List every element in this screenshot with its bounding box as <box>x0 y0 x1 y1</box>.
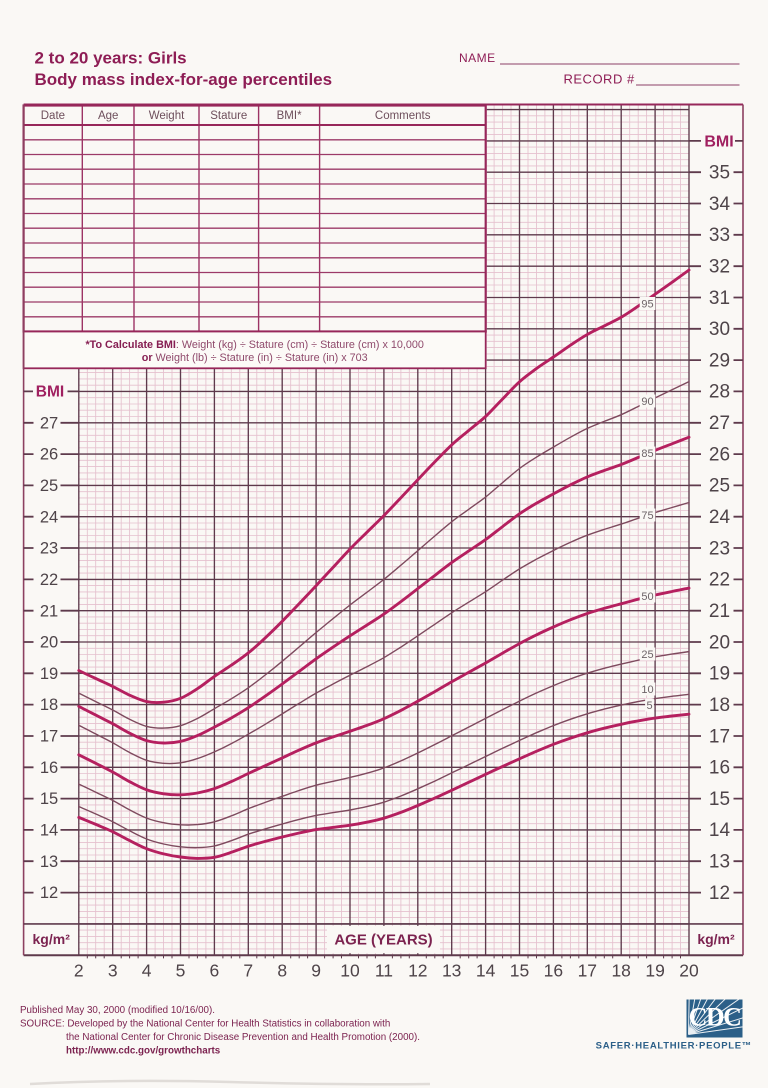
svg-text:26: 26 <box>709 444 730 465</box>
svg-text:19: 19 <box>709 664 730 685</box>
svg-text:18: 18 <box>611 961 630 981</box>
svg-text:30: 30 <box>709 319 730 340</box>
svg-text:Comments: Comments <box>375 110 431 122</box>
svg-text:Published May 30, 2000 (modifi: Published May 30, 2000 (modified 10/16/0… <box>20 1005 215 1016</box>
svg-text:20: 20 <box>679 961 699 981</box>
svg-text:http://www.cdc.gov/growthchart: http://www.cdc.gov/growthcharts <box>66 1046 221 1057</box>
svg-text:14: 14 <box>709 820 731 841</box>
svg-text:BMI: BMI <box>36 383 64 400</box>
svg-text:AGE (YEARS): AGE (YEARS) <box>334 932 432 949</box>
svg-text:8: 8 <box>277 961 287 981</box>
svg-text:18: 18 <box>40 696 58 714</box>
svg-text:5: 5 <box>176 961 186 981</box>
svg-text:25: 25 <box>641 649 653 661</box>
svg-text:CDC: CDC <box>689 1003 741 1032</box>
svg-text:6: 6 <box>210 961 220 981</box>
svg-text:17: 17 <box>40 728 58 746</box>
svg-text:7: 7 <box>243 961 253 981</box>
svg-text:17: 17 <box>578 961 597 981</box>
svg-text:Stature: Stature <box>210 110 247 122</box>
svg-text:14: 14 <box>476 961 496 981</box>
svg-text:23: 23 <box>40 540 58 558</box>
svg-text:22: 22 <box>709 570 730 591</box>
svg-text:22: 22 <box>40 571 58 589</box>
svg-text:27: 27 <box>709 413 730 434</box>
svg-text:10: 10 <box>340 961 360 981</box>
svg-text:4: 4 <box>142 961 152 981</box>
svg-text:26: 26 <box>40 446 58 464</box>
svg-text:9: 9 <box>311 961 321 981</box>
svg-text:12: 12 <box>40 884 58 902</box>
svg-text:3: 3 <box>108 961 118 981</box>
svg-text:18: 18 <box>709 695 730 716</box>
svg-text:28: 28 <box>709 382 730 403</box>
svg-text:5: 5 <box>646 700 652 712</box>
svg-text:*To Calculate BMI: Weight (kg): *To Calculate BMI: Weight (kg) ÷ Stature… <box>85 339 423 351</box>
svg-text:31: 31 <box>709 288 730 309</box>
svg-text:14: 14 <box>40 822 58 840</box>
svg-text:21: 21 <box>709 601 730 622</box>
svg-text:13: 13 <box>442 961 461 981</box>
svg-text:NAME: NAME <box>459 51 496 65</box>
svg-text:16: 16 <box>40 759 58 777</box>
svg-text:25: 25 <box>40 477 58 495</box>
svg-text:16: 16 <box>709 758 730 779</box>
svg-text:kg/m²: kg/m² <box>33 931 71 947</box>
svg-text:Date: Date <box>41 110 65 122</box>
svg-text:Age: Age <box>98 110 118 122</box>
svg-text:kg/m²: kg/m² <box>697 931 735 947</box>
svg-text:32: 32 <box>709 257 730 278</box>
svg-text:15: 15 <box>510 961 529 981</box>
svg-text:50: 50 <box>641 591 653 603</box>
svg-text:11: 11 <box>375 961 393 981</box>
svg-text:the National Center for Chroni: the National Center for Chronic Disease … <box>66 1032 420 1043</box>
svg-text:Body mass index-for-age percen: Body mass index-for-age percentiles <box>35 70 333 89</box>
svg-text:2: 2 <box>74 961 84 981</box>
svg-text:85: 85 <box>641 448 653 460</box>
svg-text:BMI: BMI <box>704 133 733 150</box>
svg-text:SOURCE: Developed by the Natio: SOURCE: Developed by the National Center… <box>20 1019 390 1030</box>
svg-text:33: 33 <box>709 225 730 246</box>
svg-text:12: 12 <box>408 961 427 981</box>
svg-text:90: 90 <box>641 396 653 408</box>
svg-text:20: 20 <box>40 634 58 652</box>
svg-text:95: 95 <box>641 298 653 310</box>
svg-text:35: 35 <box>709 163 730 184</box>
svg-text:25: 25 <box>709 476 730 497</box>
svg-text:19: 19 <box>645 961 664 981</box>
svg-text:12: 12 <box>709 883 730 904</box>
svg-text:10: 10 <box>641 684 653 696</box>
svg-text:or Weight (lb) ÷ Stature (in): or Weight (lb) ÷ Stature (in) ÷ Stature … <box>142 352 368 364</box>
svg-text:24: 24 <box>40 508 58 526</box>
svg-text:23: 23 <box>709 538 730 559</box>
svg-text:13: 13 <box>709 852 730 873</box>
svg-text:75: 75 <box>641 510 653 522</box>
svg-text:15: 15 <box>40 790 58 808</box>
svg-text:Weight: Weight <box>149 110 185 122</box>
svg-text:13: 13 <box>40 853 58 871</box>
svg-text:24: 24 <box>709 507 731 528</box>
svg-text:BMI*: BMI* <box>277 110 302 122</box>
svg-text:20: 20 <box>709 632 730 653</box>
svg-text:RECORD #: RECORD # <box>564 72 635 87</box>
svg-text:29: 29 <box>709 350 730 371</box>
svg-text:27: 27 <box>40 414 58 432</box>
svg-text:21: 21 <box>40 602 58 620</box>
svg-text:SAFER·HEALTHIER·PEOPLE™: SAFER·HEALTHIER·PEOPLE™ <box>596 1041 752 1052</box>
svg-text:19: 19 <box>40 665 58 683</box>
svg-text:16: 16 <box>544 961 563 981</box>
svg-text:17: 17 <box>709 726 730 747</box>
svg-text:34: 34 <box>709 194 731 215</box>
svg-text:15: 15 <box>709 789 730 810</box>
svg-text:2 to 20 years: Girls: 2 to 20 years: Girls <box>35 49 187 68</box>
